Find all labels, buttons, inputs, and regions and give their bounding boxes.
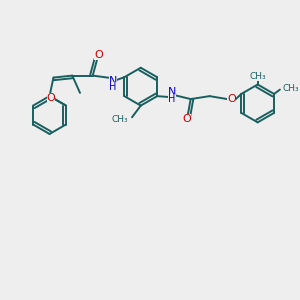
Text: N: N xyxy=(167,87,176,98)
Text: O: O xyxy=(227,94,236,104)
Text: H: H xyxy=(110,82,117,92)
Text: CH₃: CH₃ xyxy=(111,115,128,124)
Text: CH₃: CH₃ xyxy=(249,72,266,81)
Text: O: O xyxy=(46,93,56,103)
Text: O: O xyxy=(182,114,191,124)
Text: H: H xyxy=(168,94,176,104)
Text: O: O xyxy=(94,50,103,60)
Text: N: N xyxy=(109,76,117,86)
Text: CH₃: CH₃ xyxy=(282,84,299,93)
